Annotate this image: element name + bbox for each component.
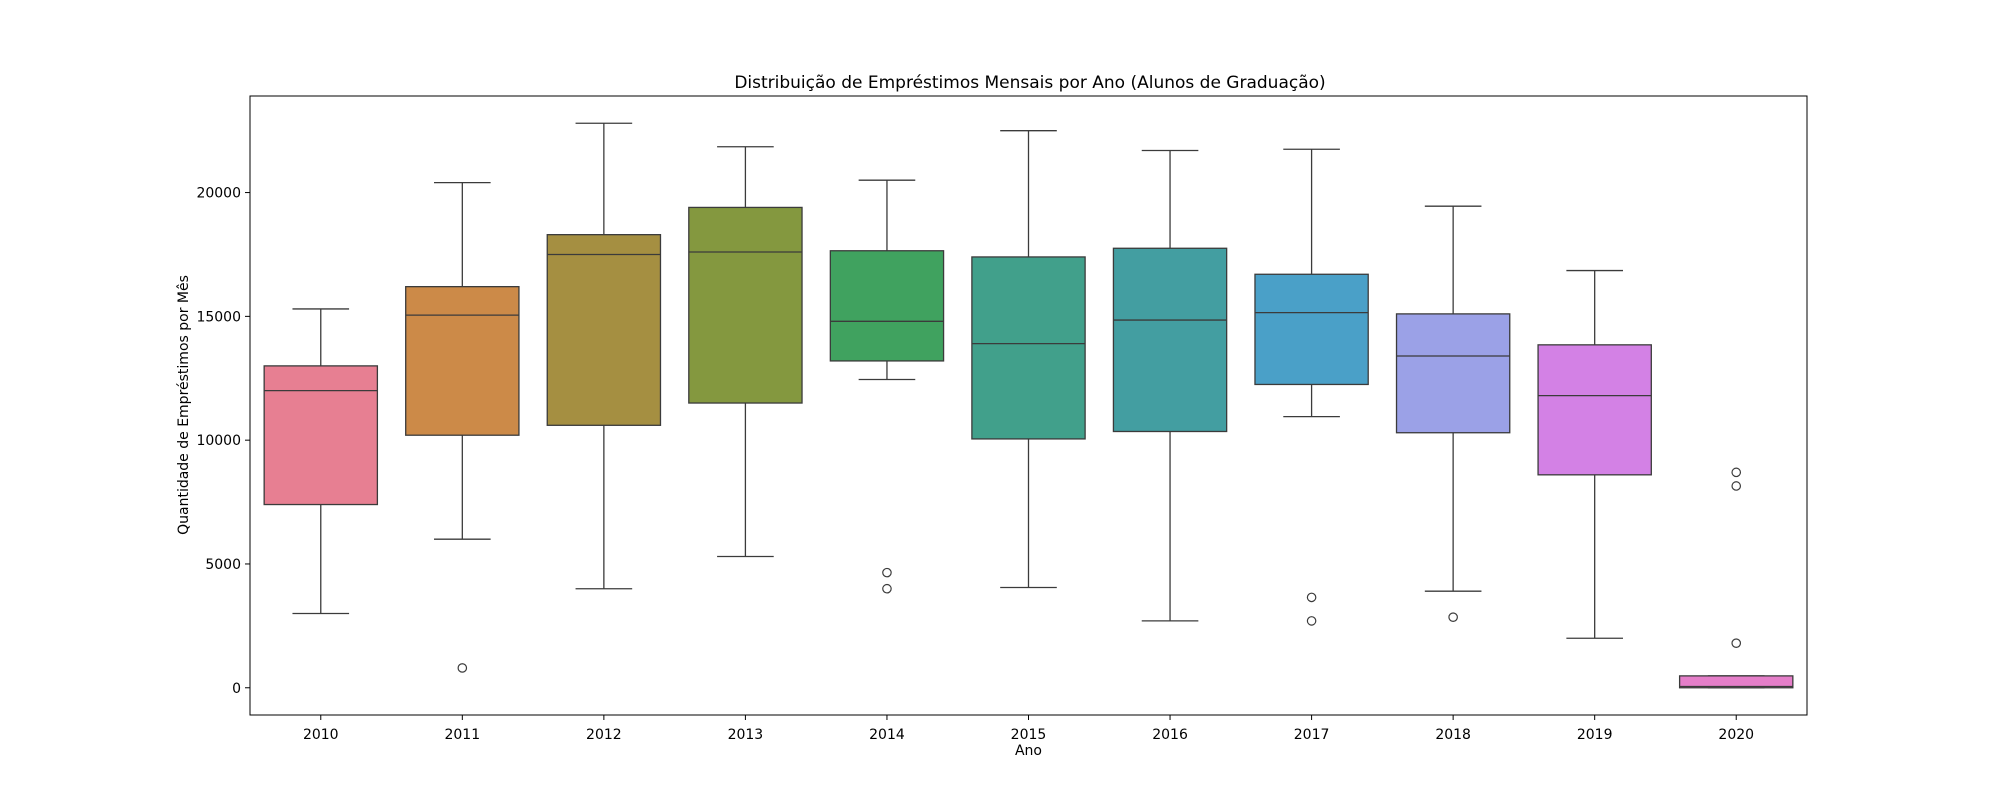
box-iqr (546, 234, 662, 426)
outlier-point (1448, 612, 1458, 622)
box-iqr (1112, 247, 1228, 433)
x-tick-label: 2013 (728, 727, 764, 743)
box-iqr (1678, 675, 1794, 689)
x-tick-label: 2019 (1577, 727, 1613, 743)
x-tick-label: 2015 (1011, 727, 1047, 743)
y-tick-label: 20000 (196, 186, 241, 202)
box-2019 (1537, 269, 1652, 639)
box-iqr (263, 365, 379, 506)
box-iqr (1537, 344, 1652, 476)
x-axis-label: Ano (1015, 743, 1042, 759)
box-2018 (1395, 205, 1511, 622)
box-2012 (546, 122, 662, 590)
outlier-point (1306, 592, 1317, 603)
x-tick-label: 2016 (1152, 727, 1188, 743)
y-axis: 0 5000 10000 15000 20000 (196, 186, 250, 697)
box-2014 (829, 179, 945, 594)
box-iqr (971, 256, 1086, 440)
y-tick-label: 10000 (196, 433, 241, 449)
outlier-point (882, 567, 892, 578)
outlier-point (457, 663, 468, 673)
y-tick-label: 5000 (205, 557, 241, 573)
chart-title: Distribuição de Empréstimos Mensais por … (734, 73, 1325, 93)
box-iqr (1254, 273, 1369, 386)
box-2015 (971, 130, 1086, 589)
x-tick-label: 2017 (1294, 727, 1330, 743)
plot-area (263, 122, 1794, 689)
outlier-point (1731, 481, 1742, 491)
box-iqr (829, 250, 945, 362)
y-tick-label: 0 (232, 681, 241, 697)
y-tick-label: 15000 (196, 309, 241, 325)
box-iqr (405, 286, 520, 436)
box-2016 (1112, 149, 1228, 622)
x-tick-label: 2010 (303, 727, 339, 743)
x-tick-label: 2018 (1435, 727, 1471, 743)
box-2011 (405, 182, 520, 673)
x-tick-label: 2020 (1718, 727, 1754, 743)
x-axis: 2010 2011 2012 2013 2014 2015 2016 2017 2018 2019… (303, 715, 1754, 743)
x-tick-label: 2012 (586, 727, 622, 743)
x-tick-label: 2014 (869, 727, 905, 743)
box-2017 (1254, 148, 1369, 626)
box-iqr (688, 206, 803, 404)
box-2013 (688, 146, 803, 558)
box-2020 (1678, 467, 1794, 689)
y-axis-label: Quantidade de Empréstimos por Mês (176, 275, 192, 535)
outlier-point (1731, 467, 1742, 478)
x-tick-label: 2011 (444, 727, 480, 743)
box-iqr (1395, 313, 1511, 434)
outlier-point (1731, 638, 1742, 648)
outlier-point (1306, 616, 1317, 626)
box-2010 (263, 308, 379, 615)
outlier-point (882, 583, 892, 594)
